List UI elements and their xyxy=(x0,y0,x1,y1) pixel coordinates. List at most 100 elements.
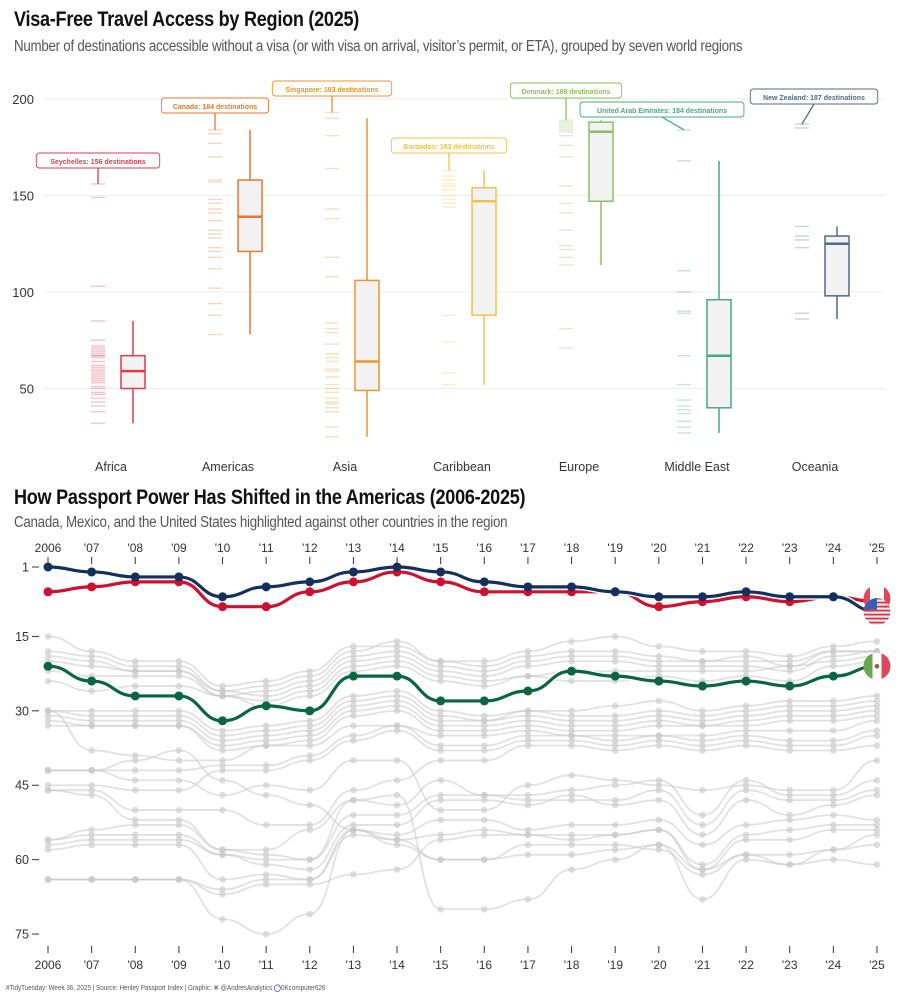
background-point xyxy=(655,667,663,675)
background-point xyxy=(568,851,575,858)
x-tick-label-top: 2006 xyxy=(35,541,62,555)
background-point xyxy=(873,821,881,829)
background-point xyxy=(175,747,183,754)
background-point xyxy=(88,826,95,834)
y-tick-label: 45 xyxy=(15,779,29,793)
background-point xyxy=(742,662,750,670)
series-point xyxy=(87,567,97,577)
background-point xyxy=(393,702,401,710)
background-point xyxy=(393,638,401,645)
annotation-box xyxy=(390,137,508,154)
x-tick-label-top: '12 xyxy=(302,541,318,555)
background-point xyxy=(830,826,837,834)
box-iqr xyxy=(471,187,497,316)
background-point xyxy=(481,667,488,675)
x-tick-label-bottom: '20 xyxy=(651,958,667,972)
background-point xyxy=(175,712,183,720)
background-point xyxy=(88,767,95,774)
background-point xyxy=(306,757,314,764)
background-point xyxy=(393,662,401,670)
background-point xyxy=(131,657,139,665)
background-point xyxy=(131,682,139,690)
background-point xyxy=(742,831,750,839)
series-point xyxy=(392,562,402,572)
series-point xyxy=(610,587,620,597)
x-tick-label-top: '14 xyxy=(389,541,405,555)
background-point xyxy=(393,657,401,665)
annotation-label: Canada: 184 destinations xyxy=(173,104,258,111)
background-line xyxy=(48,724,877,772)
series-point xyxy=(479,696,489,706)
line-chart-subtitle: Canada, Mexico, and the United States hi… xyxy=(14,514,508,531)
background-point xyxy=(481,712,488,720)
background-point xyxy=(175,662,183,670)
series-line xyxy=(47,565,878,614)
background-point xyxy=(88,831,95,839)
footer-github-handle[interactable]: 0Kcomputer626 xyxy=(280,985,326,992)
annotation-box xyxy=(160,97,270,114)
background-point xyxy=(350,662,357,670)
region-group-middle-east: United Arab Emirates: 184 destinations xyxy=(579,101,745,434)
background-point xyxy=(481,727,488,734)
background-point xyxy=(568,707,575,715)
background-point xyxy=(786,811,794,819)
background-point xyxy=(568,796,575,804)
background-point xyxy=(481,796,488,804)
background-point xyxy=(88,712,95,720)
annotation-label: Singapore: 193 destinations xyxy=(285,87,378,94)
background-point xyxy=(786,742,794,749)
x-tick-label-bottom: '24 xyxy=(826,958,842,972)
background-point xyxy=(481,662,488,670)
background-point xyxy=(306,821,314,829)
x-tick-label-top: '13 xyxy=(346,541,362,555)
background-point xyxy=(306,742,314,749)
background-point xyxy=(655,717,663,725)
background-point xyxy=(393,801,401,809)
series-point xyxy=(43,661,53,671)
y-tick-label: 150 xyxy=(12,189,34,204)
background-point xyxy=(131,836,139,844)
background-point xyxy=(393,648,401,655)
background-point xyxy=(830,697,837,705)
background-point xyxy=(655,657,663,665)
background-point xyxy=(655,841,663,849)
background-point xyxy=(306,881,314,888)
y-tick-label: 15 xyxy=(15,630,29,644)
background-line xyxy=(47,635,877,687)
background-point xyxy=(699,786,706,794)
background-point xyxy=(350,712,357,720)
series-point xyxy=(654,592,664,602)
background-point xyxy=(88,648,95,655)
background-point xyxy=(262,677,270,685)
background-point xyxy=(873,776,881,784)
background-point xyxy=(437,831,444,839)
background-point xyxy=(350,732,357,739)
background-point xyxy=(786,707,794,715)
background-point xyxy=(350,697,357,705)
background-point xyxy=(262,881,270,888)
background-point xyxy=(611,737,619,744)
x-category-label: Europe xyxy=(559,460,599,474)
background-point xyxy=(437,722,444,730)
background-point xyxy=(88,841,95,849)
background-point xyxy=(131,821,139,829)
background-point xyxy=(830,712,837,720)
background-point xyxy=(830,747,837,754)
background-line xyxy=(48,709,877,752)
background-point xyxy=(699,742,706,749)
background-point xyxy=(699,821,706,829)
background-point xyxy=(219,727,226,734)
background-point xyxy=(524,712,532,720)
background-point xyxy=(568,772,575,779)
series-point xyxy=(305,587,315,597)
background-point xyxy=(699,717,706,725)
background-point xyxy=(524,801,532,809)
background-point xyxy=(393,722,401,730)
background-point xyxy=(742,821,750,829)
footer-x-handle[interactable]: @AndresAnalytics xyxy=(220,985,273,992)
background-point xyxy=(437,727,444,734)
background-point xyxy=(655,712,663,720)
background-point xyxy=(568,648,575,655)
background-point xyxy=(437,662,444,670)
line-chart-title: How Passport Power Has Shifted in the Am… xyxy=(14,486,526,509)
